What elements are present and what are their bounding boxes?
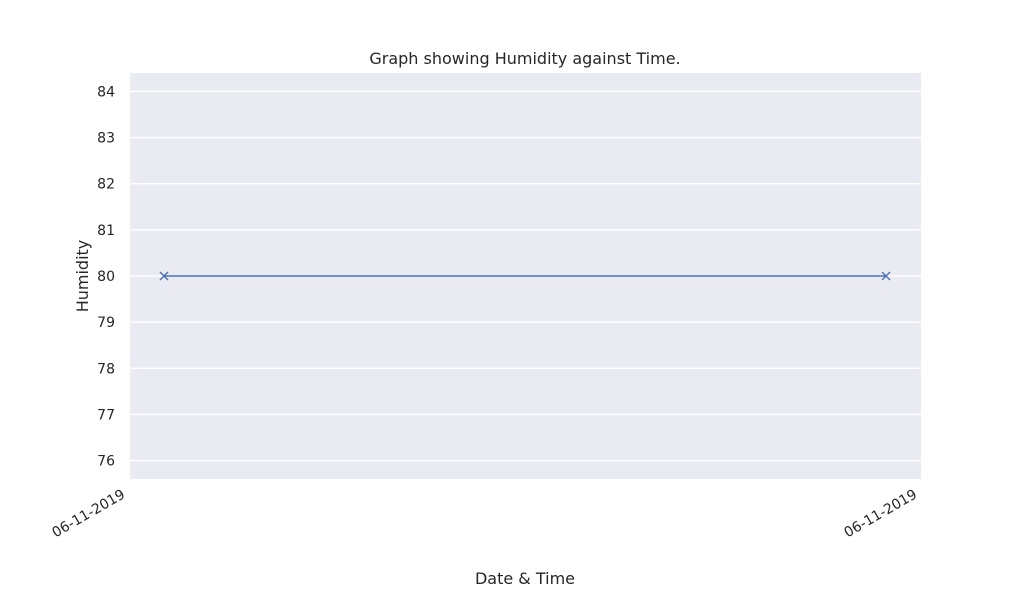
y-tick-label: 80 (97, 269, 115, 285)
series-layer (159, 271, 891, 281)
chart-title: Graph showing Humidity against Time. (369, 49, 680, 68)
y-tick-label: 82 (97, 177, 115, 193)
y-tick-label: 83 (97, 131, 115, 147)
x-axis-label: Date & Time (475, 569, 575, 588)
data-point-marker (881, 271, 891, 281)
y-tick-label: 78 (97, 361, 115, 377)
y-axis-label: Humidity (73, 240, 92, 313)
y-tick-labels: 76 77 78 79 80 81 82 83 84 (97, 84, 115, 469)
y-tick-label: 84 (97, 84, 115, 100)
y-tick-label: 76 (97, 454, 115, 470)
y-tick-label: 81 (97, 223, 115, 239)
x-tick-labels: 06-11-2019 06-11-2019 (50, 487, 920, 542)
y-tick-label: 77 (97, 407, 115, 423)
y-tick-label: 79 (97, 315, 115, 331)
x-tick-label: 06-11-2019 (50, 487, 128, 542)
x-tick-label: 06-11-2019 (842, 487, 920, 542)
grid-lines (130, 90, 921, 462)
data-point-marker (159, 271, 169, 281)
